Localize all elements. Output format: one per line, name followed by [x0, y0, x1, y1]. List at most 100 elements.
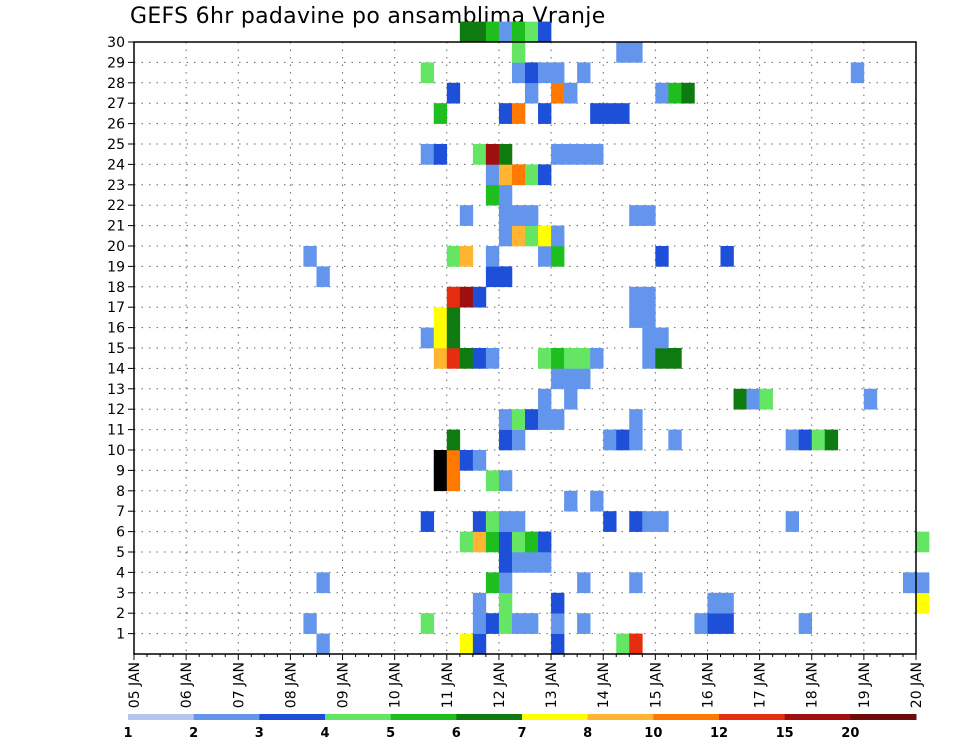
heatmap-cell: [498, 613, 513, 634]
heatmap-cell: [616, 103, 630, 124]
colorbar-label: 10: [644, 726, 662, 741]
heatmap-cell: [525, 409, 539, 430]
colorbar-label: 8: [583, 726, 592, 741]
heatmap-cell: [525, 531, 539, 553]
heatmap-cell: [525, 82, 539, 104]
heatmap-cell: [485, 266, 500, 288]
heatmap-cell: [472, 144, 487, 165]
heatmap-cell: [485, 21, 500, 43]
heatmap-cell: [551, 348, 565, 369]
heatmap-cell: [511, 205, 526, 226]
heatmap-cell: [459, 286, 474, 308]
heatmap-cell: [603, 429, 617, 451]
heatmap-cell: [668, 429, 682, 451]
heatmap-cell: [498, 511, 513, 532]
heatmap-cell: [498, 21, 513, 43]
heatmap-cell: [433, 103, 448, 124]
x-tick-label: 18 JAN: [805, 662, 821, 708]
heatmap-cell: [564, 348, 578, 369]
colorbar-swatch: [456, 714, 523, 720]
colorbar-label: 12: [710, 726, 728, 741]
heatmap-cell: [538, 348, 552, 369]
heatmap-cell: [433, 450, 448, 471]
heatmap-cell: [551, 62, 565, 84]
heatmap-cell: [655, 82, 669, 104]
heatmap-cell: [551, 592, 565, 614]
y-tick-label: 6: [116, 525, 125, 541]
y-tick-label: 4: [116, 565, 125, 581]
heatmap-cell: [446, 470, 461, 492]
heatmap-cell: [498, 225, 513, 247]
x-tick-label: 20 JAN: [909, 662, 925, 708]
y-tick-label: 10: [107, 443, 125, 459]
heatmap-cell: [551, 409, 565, 430]
y-tick-label: 18: [107, 280, 125, 296]
x-tick-label: 07 JAN: [231, 662, 247, 708]
heatmap-cell: [498, 184, 513, 206]
heatmap-cell: [551, 246, 565, 267]
y-tick-label: 23: [107, 178, 125, 194]
heatmap-cell: [863, 388, 878, 410]
heatmap-cell: [642, 511, 656, 532]
colorbar-swatch: [784, 714, 851, 720]
heatmap-cell: [681, 82, 695, 104]
heatmap-cell: [811, 429, 826, 451]
heatmap-cell: [498, 144, 513, 165]
heatmap-cell: [433, 470, 448, 492]
heatmap-cell: [511, 429, 526, 451]
heatmap-cell: [498, 409, 513, 430]
heatmap-cell: [485, 246, 500, 267]
heatmap-cell: [590, 348, 604, 369]
heatmap-cell: [551, 82, 565, 104]
x-tick-label: 19 JAN: [857, 662, 873, 708]
heatmap-cell: [433, 307, 448, 328]
heatmap-cell: [629, 572, 643, 594]
heatmap-cell: [603, 511, 617, 532]
heatmap-cell: [759, 388, 773, 410]
heatmap-cell: [629, 307, 643, 328]
x-tick-label: 10 JAN: [388, 662, 404, 708]
heatmap-cell: [316, 633, 330, 655]
y-tick-label: 13: [107, 382, 125, 398]
heatmap-cell: [498, 103, 513, 124]
heatmap-cell: [551, 613, 565, 634]
heatmap-cell: [564, 82, 578, 104]
colorbar-swatch: [587, 714, 654, 720]
y-tick-label: 17: [107, 300, 125, 316]
heatmap-cell: [590, 144, 604, 165]
y-tick-label: 28: [107, 76, 125, 92]
heatmap-cell: [420, 511, 435, 532]
heatmap-cell: [629, 633, 643, 655]
y-tick-label: 20: [107, 239, 125, 255]
heatmap-cell: [485, 184, 500, 206]
y-tick-label: 12: [107, 402, 125, 418]
heatmap-cell: [498, 266, 513, 288]
y-tick-label: 11: [107, 423, 125, 439]
x-tick-label: 13 JAN: [544, 662, 560, 708]
heatmap-cell: [525, 21, 539, 43]
heatmap-cell: [433, 144, 448, 165]
heatmap-cell: [511, 225, 526, 247]
heatmap-cell: [577, 613, 591, 634]
x-tick-label: 14 JAN: [596, 662, 612, 708]
heatmap-cell: [511, 103, 526, 124]
heatmap-cell: [577, 348, 591, 369]
colorbar-label: 1: [123, 726, 132, 741]
heatmap-cell: [472, 633, 487, 655]
heatmap-cell: [916, 531, 930, 553]
y-tick-label: 5: [116, 545, 125, 561]
heatmap-cell: [472, 613, 487, 634]
heatmap-cell: [525, 62, 539, 84]
heatmap-cell: [433, 348, 448, 369]
colorbar-swatch: [390, 714, 457, 720]
y-tick-label: 25: [107, 137, 125, 153]
heatmap-cell: [498, 572, 513, 594]
heatmap-cell: [498, 470, 513, 492]
heatmap-cell: [485, 511, 500, 532]
heatmap-cell: [538, 409, 552, 430]
heatmap-cell: [498, 531, 513, 553]
colorbar-swatch: [128, 714, 195, 720]
heatmap-cell: [642, 205, 656, 226]
heatmap-cell: [642, 327, 656, 349]
